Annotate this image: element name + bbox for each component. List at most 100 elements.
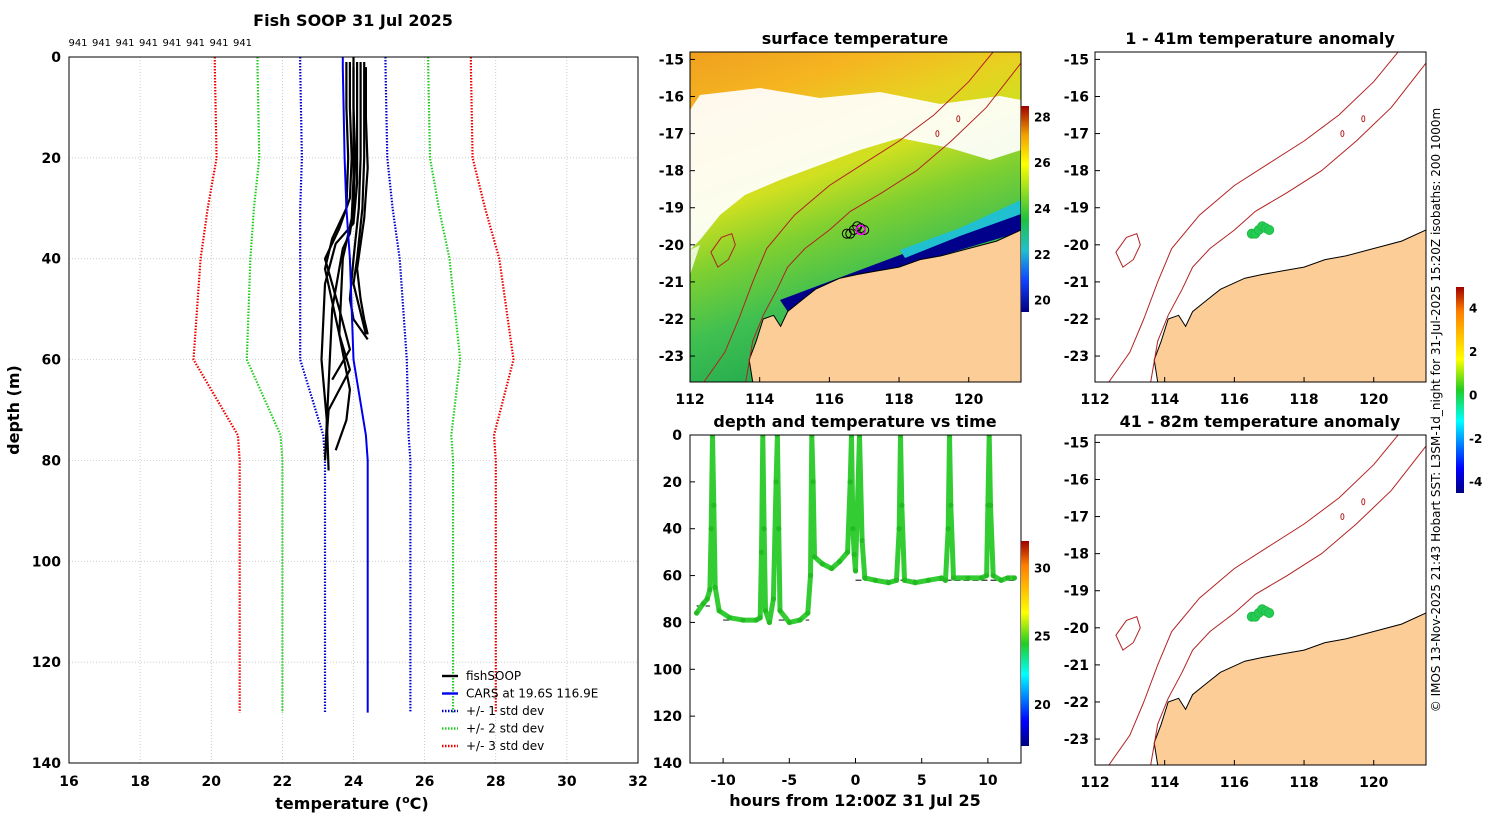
map-xtick-label: 112 <box>1080 392 1109 408</box>
island-isobath-line <box>1115 616 1141 651</box>
map-ytick-label: -20 <box>1064 621 1090 637</box>
trace-point <box>850 526 856 532</box>
ts-ytick-label: 100 <box>653 662 682 678</box>
profile-top-labels: 941 941 941 941 941 941 941 941 <box>68 38 252 49</box>
ts-ytick-label: 0 <box>672 428 682 444</box>
trace-point <box>758 549 765 555</box>
trace-point <box>987 502 994 508</box>
trace-point <box>990 572 996 579</box>
anomaly-2-axes-box <box>1094 434 1427 766</box>
legend-label: CARS at 19.6S 116.9E <box>466 687 598 701</box>
trace-point <box>712 584 718 590</box>
sst-positions <box>841 221 870 239</box>
map-ytick-label: -16 <box>659 89 684 105</box>
isobath-1000m-line <box>703 52 994 382</box>
ts-ytick-label: 60 <box>663 569 683 585</box>
map-ytick-label: -22 <box>1064 695 1089 711</box>
seamount-isobath <box>1340 130 1345 138</box>
profile-xtick-label: 20 <box>202 774 222 790</box>
map-xtick-label: 120 <box>954 392 983 408</box>
isobath-1000m-line <box>1108 435 1399 765</box>
map-ytick-label: -18 <box>1064 547 1089 563</box>
trace-point <box>859 537 865 544</box>
sst-cool-band <box>900 200 1021 258</box>
trace-point <box>786 619 792 626</box>
legend-label: +/- 2 std dev <box>466 722 544 736</box>
anomaly-point <box>1264 607 1275 618</box>
anomaly-1-ticks: 112 114 116 118 120 -15 -16 -17 -18 -19 -20 -21 -22 -… <box>1064 52 1389 408</box>
profile-title: Fish SOOP 31 Jul 2025 <box>253 11 453 30</box>
profile-ytick-label: 40 <box>42 252 62 268</box>
profile-xtick-label: 28 <box>486 774 505 790</box>
anomaly-panel-1: 1 - 41m temperature anomaly 112 114 116 118… <box>1064 29 1427 408</box>
trace-point <box>811 554 818 560</box>
std-dev-1-line <box>384 57 412 713</box>
trace-point <box>886 580 892 586</box>
trace-point <box>950 575 957 581</box>
map-ytick-label: -17 <box>1064 510 1089 526</box>
ts-ytick-label: 80 <box>663 615 683 631</box>
sst-isobaths <box>703 52 1021 382</box>
trace-point <box>819 561 826 567</box>
map-ytick-label: -21 <box>1064 275 1089 291</box>
trace-point <box>727 615 733 621</box>
std-dev-3-line <box>192 57 241 713</box>
trace-point <box>1005 575 1011 581</box>
trace-point <box>856 435 863 438</box>
map-ytick-label: -18 <box>1064 164 1089 180</box>
map-xtick-label: 120 <box>1359 392 1388 408</box>
latest-position-marker <box>855 224 866 236</box>
trace-point <box>1011 575 1017 581</box>
profile-top-label: 941 <box>162 38 181 49</box>
legend-label: +/- 3 std dev <box>466 739 544 753</box>
trace-point <box>829 565 835 572</box>
anomaly-panel-2: 41 - 82m temperature anomaly 112 114 116 11… <box>1064 412 1427 791</box>
trace-point <box>978 575 984 581</box>
trace-point <box>946 435 953 438</box>
trace-point <box>740 617 746 623</box>
anomaly-2-isobaths <box>1108 435 1426 765</box>
map-xtick-label: 118 <box>884 392 913 408</box>
map-ytick-label: -21 <box>1064 658 1089 674</box>
seamount-isobath <box>1361 115 1366 123</box>
profile-ytick-label: 80 <box>42 453 62 469</box>
profile-xtick-label: 24 <box>344 774 364 790</box>
map-xtick-label: 120 <box>1359 775 1388 791</box>
trace-point <box>807 572 814 579</box>
anomaly-colorbar-ticks: 4 2 0 -2 -4 <box>1469 302 1482 489</box>
fish-position-marker <box>859 224 870 235</box>
trace-point <box>766 619 773 626</box>
fish-position-marker <box>845 228 856 239</box>
map-ytick-label: -20 <box>659 238 685 254</box>
anomaly-2-title: 41 - 82m temperature anomaly <box>1120 412 1401 431</box>
profile-ytick-label: 100 <box>32 554 61 570</box>
anomaly-2-land <box>1153 612 1426 765</box>
profile-xtick-label: 32 <box>628 774 647 790</box>
fish-position-marker <box>848 224 859 235</box>
map-ytick-label: -22 <box>1064 312 1089 328</box>
profile-fish-lines <box>320 57 369 471</box>
profile-ytick-label: 60 <box>42 353 62 369</box>
anomaly-colorbar <box>1456 287 1464 493</box>
trace-point <box>837 558 843 565</box>
isobath-200m-line <box>1150 445 1426 765</box>
map-ytick-label: -23 <box>1064 349 1089 365</box>
fish-profile-line <box>323 62 353 381</box>
std-dev-2-line <box>245 57 284 713</box>
sst-colorbar-ticks: 28 26 24 22 20 <box>1034 110 1051 307</box>
profile-panel: Fish SOOP 31 Jul 2025 941 941 941 941 941 941… <box>4 11 648 813</box>
trace-point <box>899 502 905 508</box>
credit-text: © IMOS 13-Nov-2025 21:43 Hobart SST: L3S… <box>1429 108 1443 712</box>
colorbar-tick-label: -2 <box>1469 432 1482 446</box>
profile-legend: fishSOOP CARS at 19.6S 116.9E +/- 1 std de… <box>442 669 598 753</box>
anomaly-2-ticks: 112 114 116 118 120 -15 -16 -17 -18 -19 -20 -21 -22 -… <box>1064 435 1389 791</box>
trace-point <box>896 526 902 532</box>
map-ytick-label: -15 <box>1064 435 1089 451</box>
profile-top-label: 941 <box>233 38 252 49</box>
profile-ticks: 16 18 20 22 24 26 28 30 32 0 20 40 60 80 100 120 140 <box>32 50 648 790</box>
seamount-isobath <box>1340 513 1345 521</box>
ts-ytick-label: 20 <box>663 475 683 491</box>
fish-profile-line <box>355 67 369 335</box>
timeseries-colorbar-ticks: 30 25 20 <box>1034 561 1051 712</box>
